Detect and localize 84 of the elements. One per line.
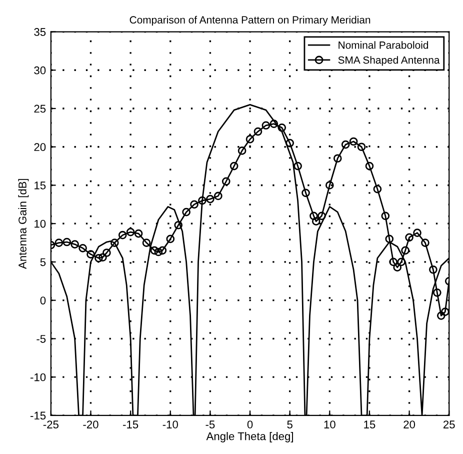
point: [238, 146, 246, 155]
point: [389, 258, 398, 266]
x-tick-label: -5: [206, 420, 215, 428]
point: [436, 312, 446, 320]
point: [70, 240, 79, 248]
point: [401, 246, 410, 255]
point: [198, 196, 206, 205]
y-tick-label: 5: [40, 258, 46, 266]
point: [433, 288, 442, 297]
point: [190, 200, 198, 209]
point: [373, 184, 382, 194]
point: [270, 120, 278, 128]
point: [318, 212, 326, 220]
point: [98, 253, 107, 262]
x-tick-label: -20: [83, 420, 98, 428]
point: [381, 212, 390, 220]
x-tick-label: 5: [287, 420, 292, 428]
point: [222, 177, 230, 186]
point: [206, 194, 214, 204]
legend-label: SMA Shaped Antenna: [338, 56, 440, 66]
point: [254, 127, 262, 136]
point: [142, 238, 151, 247]
point: [102, 248, 111, 257]
y-tick-label: 15: [34, 182, 46, 190]
y-tick-label: -10: [30, 373, 46, 382]
point: [440, 308, 450, 316]
point: [246, 135, 254, 144]
point: [62, 238, 72, 246]
point: [325, 181, 334, 190]
point: [118, 230, 127, 240]
point: [393, 263, 402, 272]
point: [341, 140, 350, 149]
point: [385, 234, 394, 244]
y-tick-label: 35: [34, 28, 46, 36]
point: [86, 250, 95, 258]
point: [54, 238, 64, 247]
x-tick-label: 20: [404, 420, 416, 428]
x-tick-label: 0: [247, 420, 253, 428]
y-tick-label: 25: [34, 104, 46, 113]
point: [421, 238, 430, 247]
point: [294, 162, 302, 170]
point: [312, 217, 320, 226]
point: [78, 244, 87, 252]
y-axis-title: Antenna Gain [dB]: [18, 178, 29, 269]
point: [154, 248, 163, 256]
point: [397, 258, 406, 266]
point: [174, 220, 183, 230]
point: [405, 233, 414, 242]
y-tick-label: -5: [36, 335, 46, 343]
point: [310, 212, 318, 220]
point: [214, 192, 222, 200]
point: [365, 162, 374, 170]
point: [302, 188, 310, 198]
y-tick-label: -15: [30, 412, 46, 420]
point: [230, 162, 238, 170]
point: [126, 228, 135, 236]
x-tick-label: 25: [443, 420, 455, 428]
point: [262, 121, 270, 130]
x-tick-label: 15: [364, 420, 376, 428]
x-tick-label: -25: [43, 420, 58, 428]
point: [166, 234, 175, 244]
x-tick-label: -10: [162, 420, 178, 428]
point: [286, 138, 294, 148]
point: [357, 142, 366, 152]
point: [158, 246, 167, 255]
point: [150, 246, 159, 255]
y-tick-label: 20: [34, 143, 46, 152]
point: [134, 229, 143, 238]
point: [349, 137, 358, 146]
y-tick-label: 0: [40, 296, 46, 304]
point: [333, 154, 342, 163]
point: [413, 228, 422, 237]
x-tick-label: 10: [324, 420, 336, 428]
x-tick-label: -15: [123, 420, 138, 428]
y-tick-label: 10: [34, 220, 46, 228]
point: [278, 124, 286, 132]
point: [110, 238, 119, 247]
legend-label: Nominal Paraboloid: [338, 41, 428, 49]
point: [429, 265, 438, 274]
x-axis-title: Angle Theta [deg]: [206, 432, 293, 442]
y-tick-label: 30: [34, 66, 46, 74]
chart-title: Comparison of Antenna Pattern on Primary Meridian: [130, 16, 370, 26]
point: [94, 254, 103, 262]
point: [182, 208, 190, 216]
